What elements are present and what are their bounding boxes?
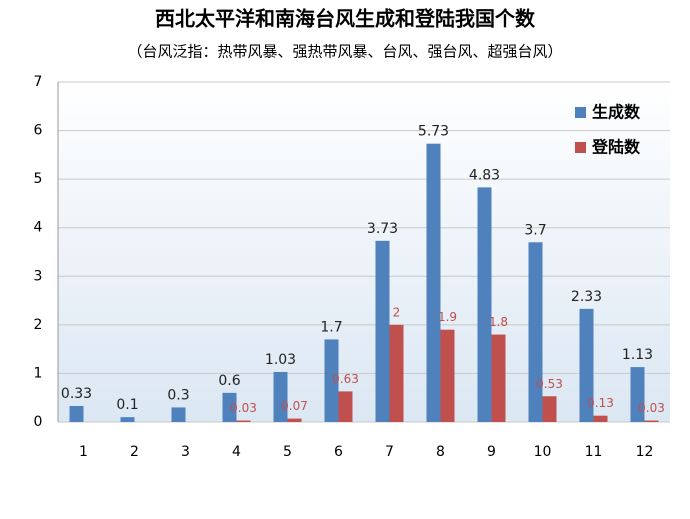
x-tick-label: 6 xyxy=(334,444,343,460)
bar xyxy=(593,415,608,422)
value-label: 1.9 xyxy=(438,310,457,324)
value-label: 0.07 xyxy=(281,399,308,413)
value-label: 0.03 xyxy=(638,401,665,415)
x-tick-label: 8 xyxy=(436,444,445,460)
y-tick-label: 6 xyxy=(34,123,43,139)
legend-label: 登陆数 xyxy=(591,138,641,157)
x-tick-label: 2 xyxy=(130,444,139,460)
bar xyxy=(426,143,441,422)
y-tick-label: 1 xyxy=(34,365,43,381)
value-label: 1.8 xyxy=(489,315,508,329)
legend-label: 生成数 xyxy=(592,103,641,122)
bar xyxy=(528,242,543,422)
bar xyxy=(324,339,339,422)
y-tick-label: 7 xyxy=(34,74,43,90)
x-tick-label: 3 xyxy=(181,444,190,460)
value-label: 0.6 xyxy=(218,373,240,389)
y-tick-label: 5 xyxy=(34,171,43,187)
value-label: 0.53 xyxy=(536,377,563,391)
y-tick-label: 4 xyxy=(34,220,43,236)
bar xyxy=(579,308,594,422)
x-tick-label: 12 xyxy=(636,444,654,460)
value-label: 0.1 xyxy=(116,397,138,413)
bar xyxy=(236,420,251,422)
value-label: 5.73 xyxy=(418,124,449,140)
x-tick-label: 5 xyxy=(283,444,292,460)
bar xyxy=(440,329,455,422)
value-label: 0.33 xyxy=(61,386,92,402)
value-label: 0.03 xyxy=(230,401,257,415)
value-label: 1.03 xyxy=(265,352,296,368)
legend-swatch xyxy=(575,142,586,153)
value-label: 0.63 xyxy=(332,372,359,386)
bar xyxy=(171,407,186,422)
y-tick-label: 0 xyxy=(34,414,43,430)
bar xyxy=(338,391,353,422)
x-tick-label: 1 xyxy=(79,444,88,460)
x-tick-label: 9 xyxy=(487,444,496,460)
chart-subtitle: （台风泛指：热带风暴、强热带风暴、台风、强台风、超强台风） xyxy=(127,43,562,61)
value-label: 2 xyxy=(393,305,401,319)
bar xyxy=(644,420,659,422)
value-label: 3.73 xyxy=(367,221,398,237)
bar xyxy=(542,396,557,422)
bar xyxy=(69,405,84,422)
x-tick-label: 11 xyxy=(585,444,603,460)
bar xyxy=(630,367,645,422)
value-label: 1.7 xyxy=(320,319,342,335)
bar xyxy=(477,187,492,422)
y-tick-label: 2 xyxy=(34,317,43,333)
bar xyxy=(273,371,288,422)
bar xyxy=(222,392,237,422)
bar xyxy=(375,240,390,422)
x-tick-label: 4 xyxy=(232,444,241,460)
y-tick-label: 3 xyxy=(34,268,43,284)
chart-title: 西北太平洋和南海台风生成和登陆我国个数 xyxy=(155,7,536,31)
x-tick-label: 10 xyxy=(534,444,552,460)
value-label: 3.7 xyxy=(524,222,546,238)
x-tick-label: 7 xyxy=(385,444,394,460)
bar xyxy=(120,417,135,422)
value-label: 0.13 xyxy=(587,396,614,410)
value-label: 0.3 xyxy=(167,387,189,403)
bar xyxy=(389,324,404,422)
value-label: 2.33 xyxy=(571,289,602,305)
value-label: 1.13 xyxy=(622,347,653,363)
bar xyxy=(491,334,506,422)
value-label: 4.83 xyxy=(469,167,500,183)
legend-swatch xyxy=(575,107,586,118)
bar xyxy=(287,418,302,422)
plot-area xyxy=(58,82,670,422)
